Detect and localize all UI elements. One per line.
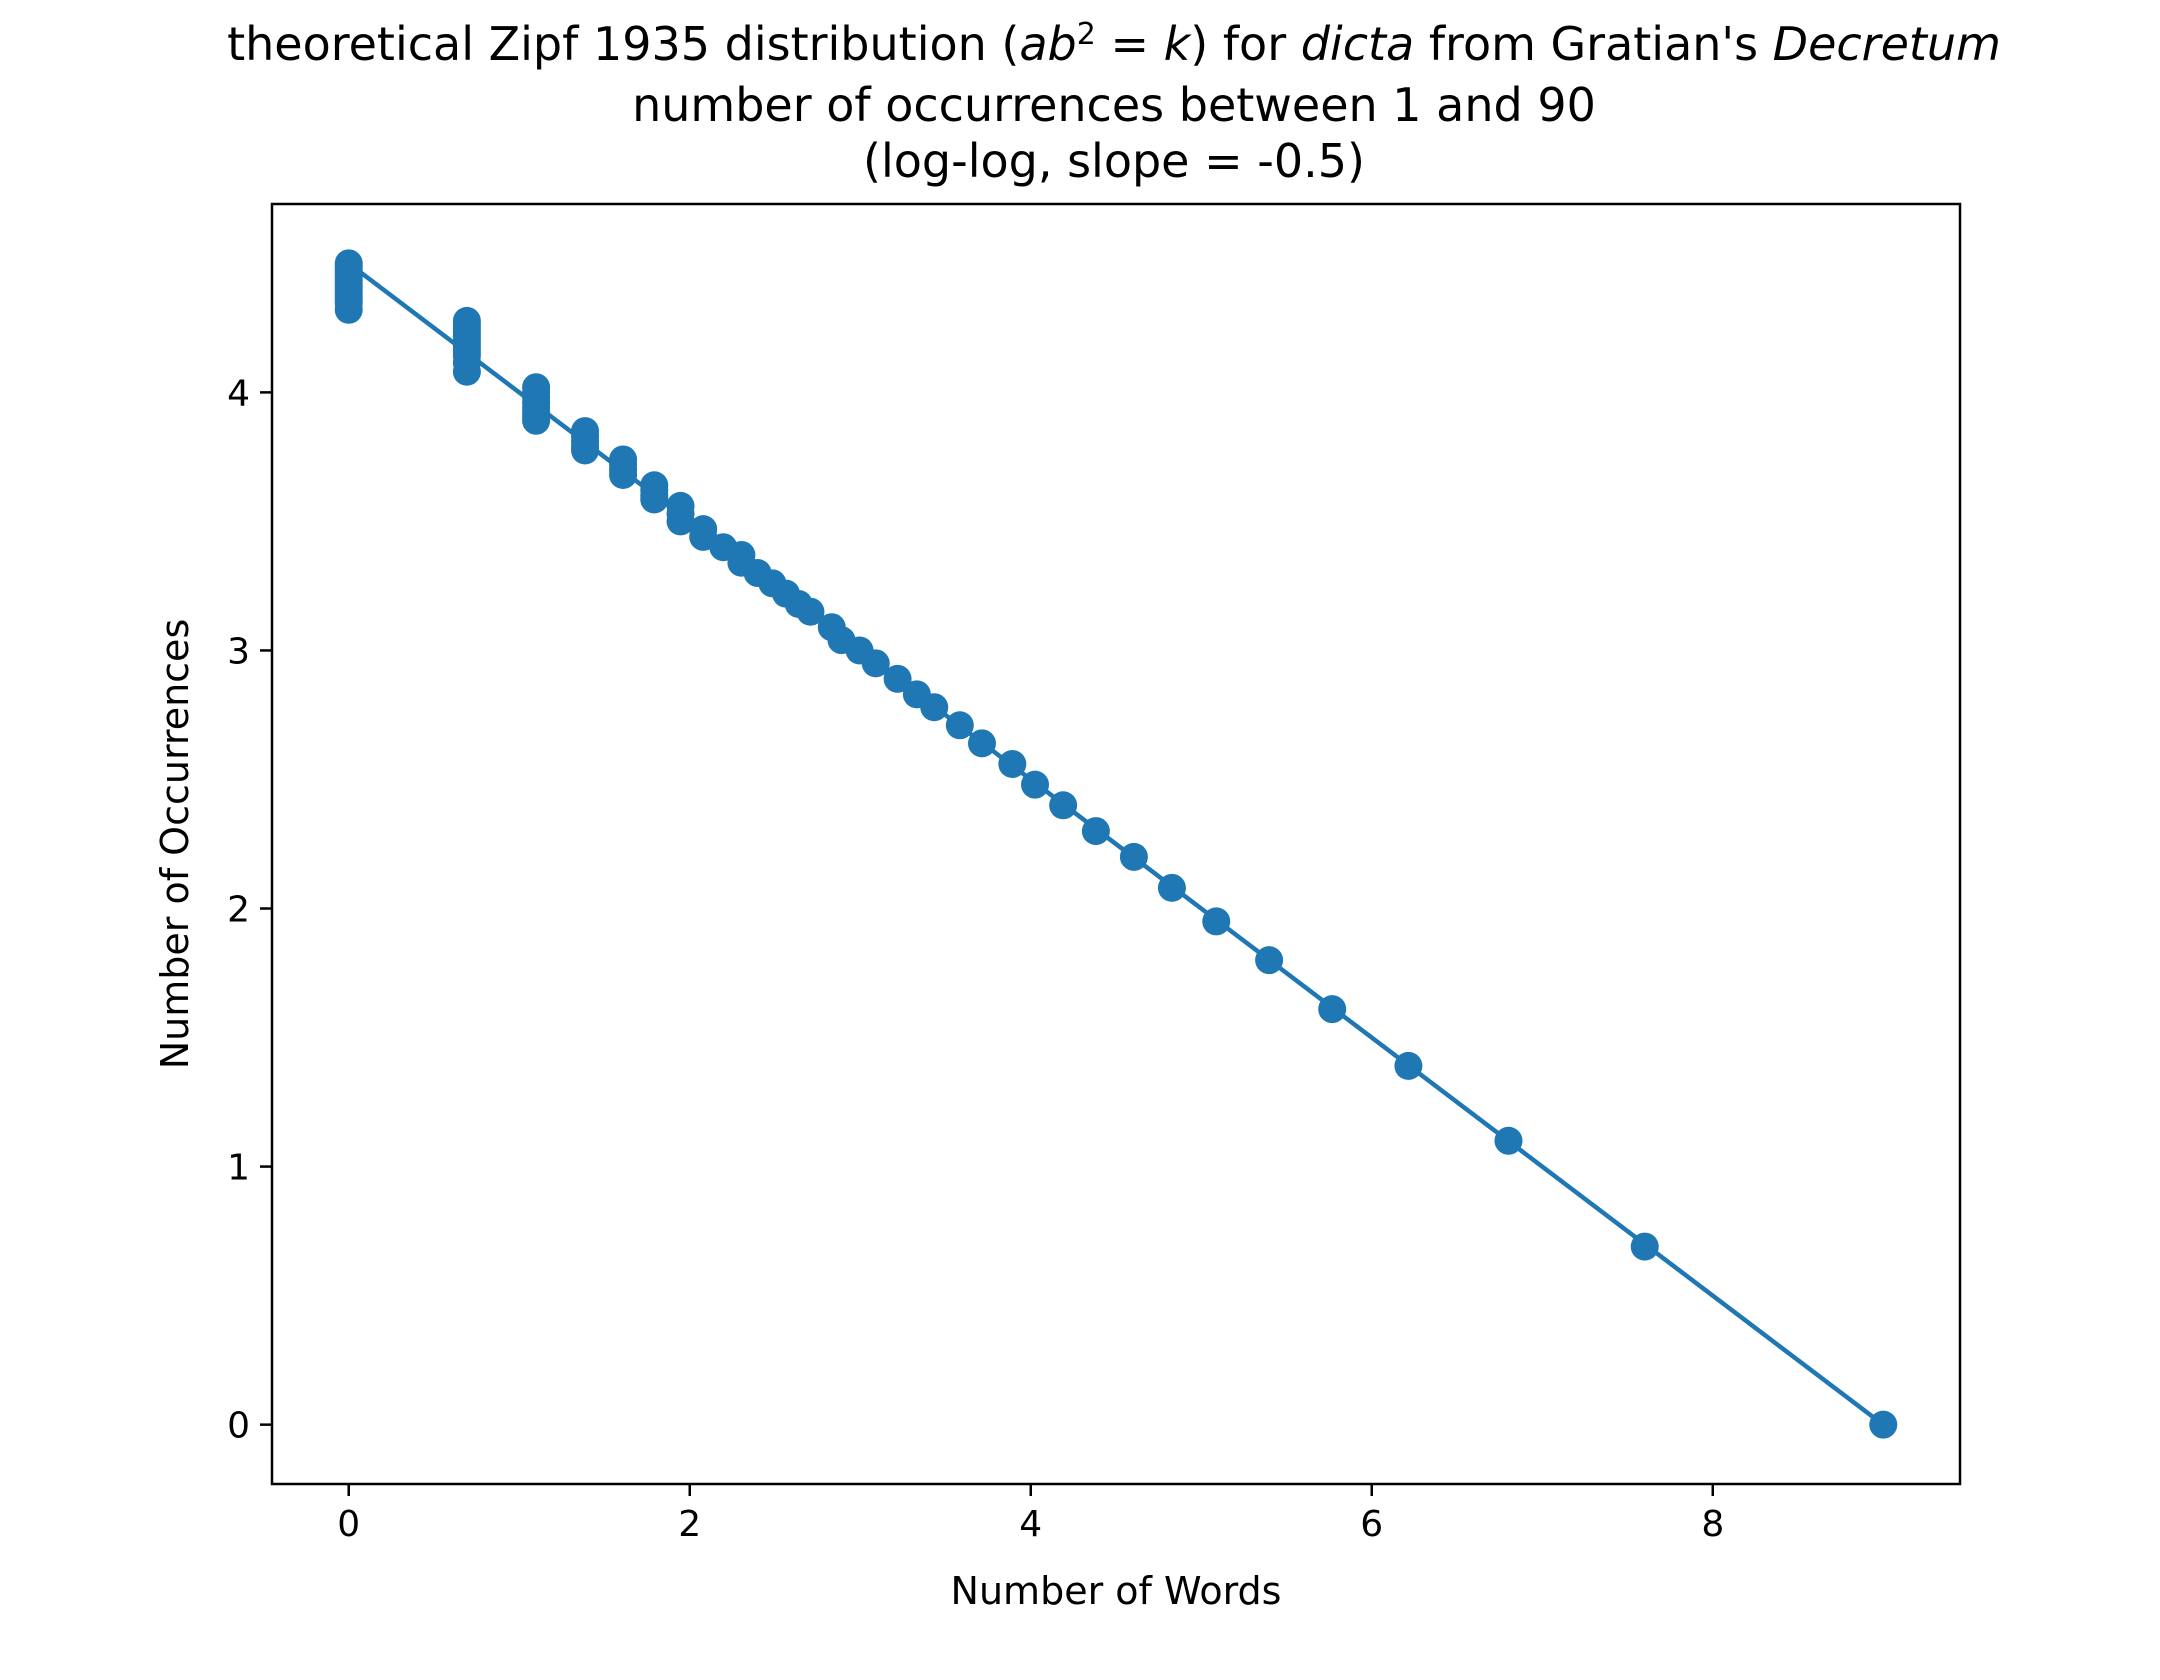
data-point xyxy=(1869,1410,1898,1439)
y-tick-label: 1 xyxy=(227,1148,250,1189)
fit-line xyxy=(347,261,1885,1427)
data-point xyxy=(967,729,996,758)
data-point xyxy=(1494,1126,1523,1155)
y-axis-ticks: 0 1 2 3 4 xyxy=(227,373,272,1447)
data-point xyxy=(452,357,481,386)
data-point xyxy=(1202,907,1231,936)
data-layer xyxy=(334,249,1898,1439)
data-point xyxy=(998,750,1027,778)
data-point xyxy=(883,664,912,693)
y-tick-label: 3 xyxy=(227,631,250,672)
data-point xyxy=(609,460,638,489)
data-point xyxy=(334,295,363,324)
y-tick-label: 4 xyxy=(227,373,250,414)
data-point xyxy=(1255,946,1284,975)
data-point xyxy=(571,436,600,465)
data-point xyxy=(1081,817,1110,846)
y-axis-label: Number of Occurrences xyxy=(153,619,197,1070)
data-point xyxy=(522,406,551,435)
x-tick-label: 6 xyxy=(1360,1504,1383,1545)
chart-title-line1: theoretical Zipf 1935 distribution (ab2 … xyxy=(227,17,2001,71)
data-point xyxy=(1630,1232,1659,1261)
data-point xyxy=(1394,1051,1423,1080)
x-axis-label: Number of Words xyxy=(951,1569,1282,1613)
x-tick-label: 0 xyxy=(337,1504,360,1545)
data-point xyxy=(1021,770,1050,799)
data-point xyxy=(1119,842,1148,871)
chart-title-line3: (log-log, slope = -0.5) xyxy=(863,134,1365,188)
x-axis-ticks: 0 2 4 6 8 xyxy=(337,1484,1724,1545)
chart-title-line2: number of occurrences between 1 and 90 xyxy=(632,78,1596,132)
y-tick-label: 0 xyxy=(227,1406,250,1447)
data-point xyxy=(1157,873,1186,902)
data-point xyxy=(640,485,669,514)
x-tick-label: 8 xyxy=(1701,1504,1724,1545)
data-point xyxy=(945,711,974,740)
data-point xyxy=(1049,791,1078,820)
y-tick-label: 2 xyxy=(227,890,250,931)
data-point xyxy=(920,693,949,722)
x-tick-label: 2 xyxy=(678,1504,701,1545)
data-point xyxy=(796,597,825,626)
x-tick-label: 4 xyxy=(1019,1504,1042,1545)
data-point xyxy=(1318,995,1347,1024)
data-point xyxy=(861,649,890,678)
data-point xyxy=(666,507,695,536)
